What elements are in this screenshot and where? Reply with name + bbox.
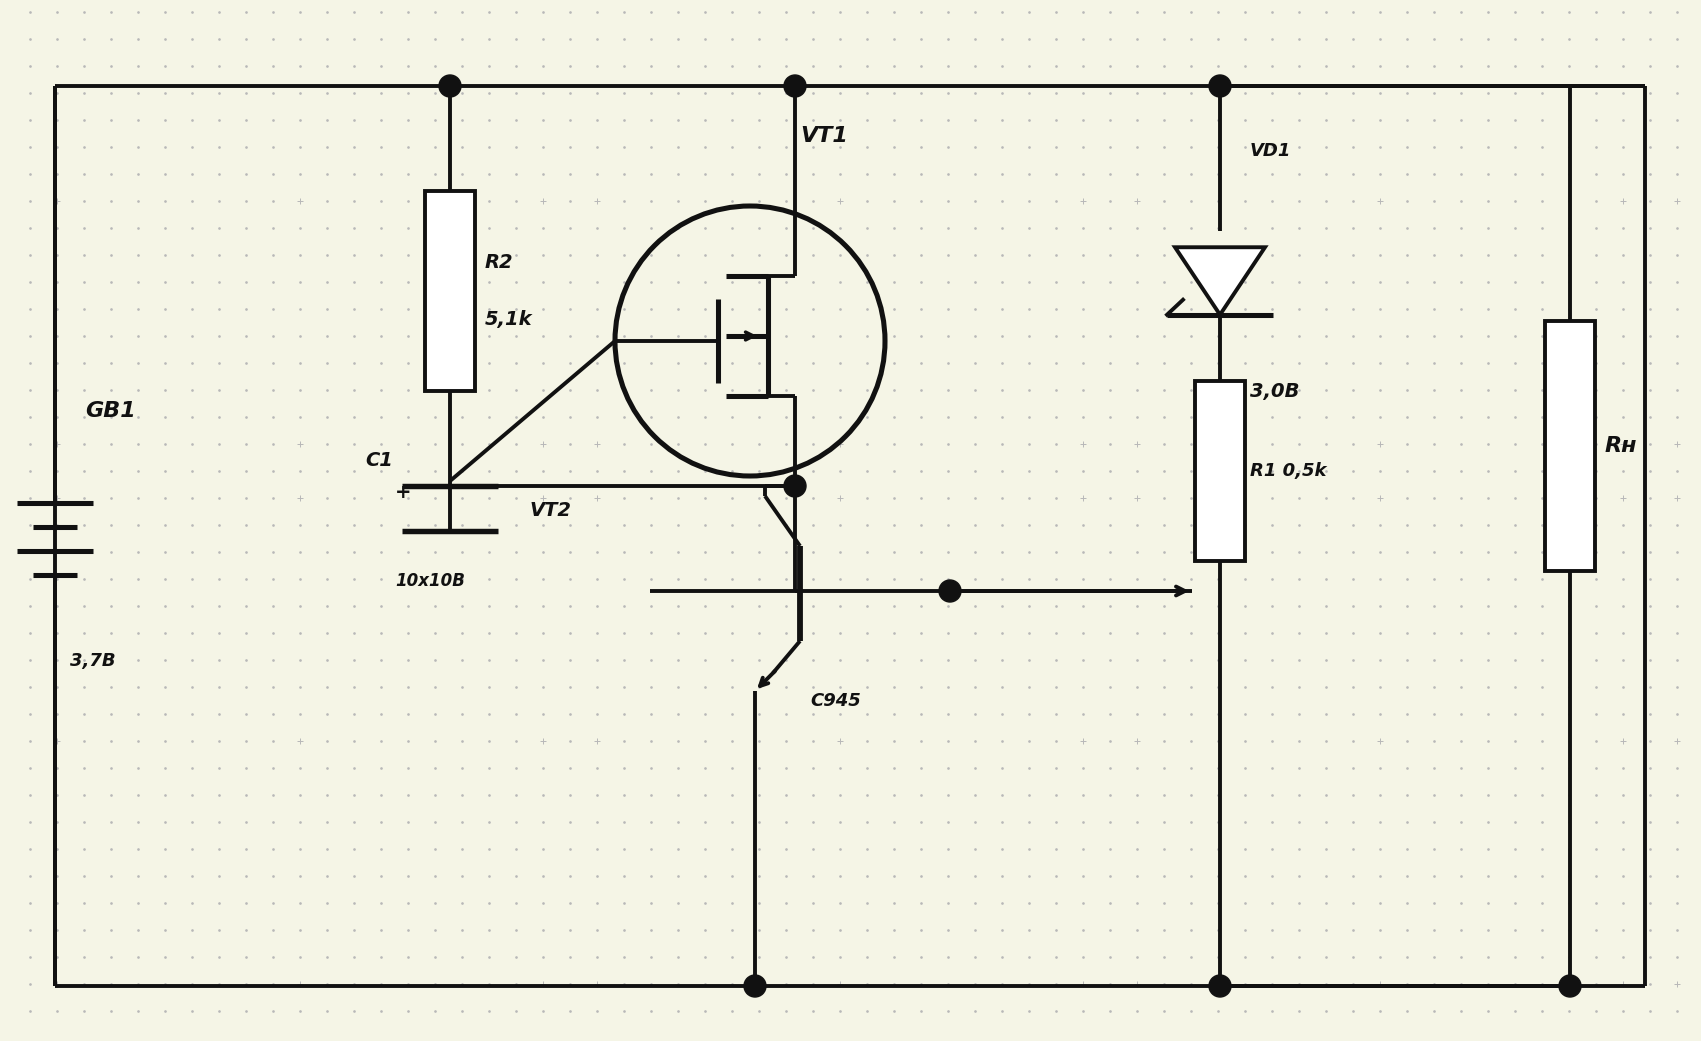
Circle shape xyxy=(1209,75,1232,97)
Bar xyxy=(1196,381,1245,561)
Text: 10х10В: 10х10В xyxy=(395,572,464,590)
Text: R2: R2 xyxy=(485,254,514,273)
Text: +: + xyxy=(395,483,412,503)
Text: VT1: VT1 xyxy=(799,126,847,146)
Circle shape xyxy=(1560,975,1580,997)
Text: Rн: Rн xyxy=(1606,436,1638,456)
Bar xyxy=(1545,321,1596,572)
Circle shape xyxy=(939,580,961,602)
Text: VT2: VT2 xyxy=(531,502,572,520)
Polygon shape xyxy=(1175,248,1266,314)
Text: GB1: GB1 xyxy=(85,401,136,421)
Circle shape xyxy=(784,75,806,97)
Text: R1 0,5k: R1 0,5k xyxy=(1250,462,1327,480)
Bar xyxy=(425,191,475,391)
Circle shape xyxy=(439,75,461,97)
Circle shape xyxy=(784,475,806,497)
Text: 3,7В: 3,7В xyxy=(70,652,116,670)
Circle shape xyxy=(1209,975,1232,997)
Text: C945: C945 xyxy=(810,692,861,710)
Text: 3,0В: 3,0В xyxy=(1250,381,1300,401)
Circle shape xyxy=(743,975,765,997)
Text: C1: C1 xyxy=(366,452,393,471)
Text: 5,1k: 5,1k xyxy=(485,309,532,329)
Text: VD1: VD1 xyxy=(1250,142,1291,160)
